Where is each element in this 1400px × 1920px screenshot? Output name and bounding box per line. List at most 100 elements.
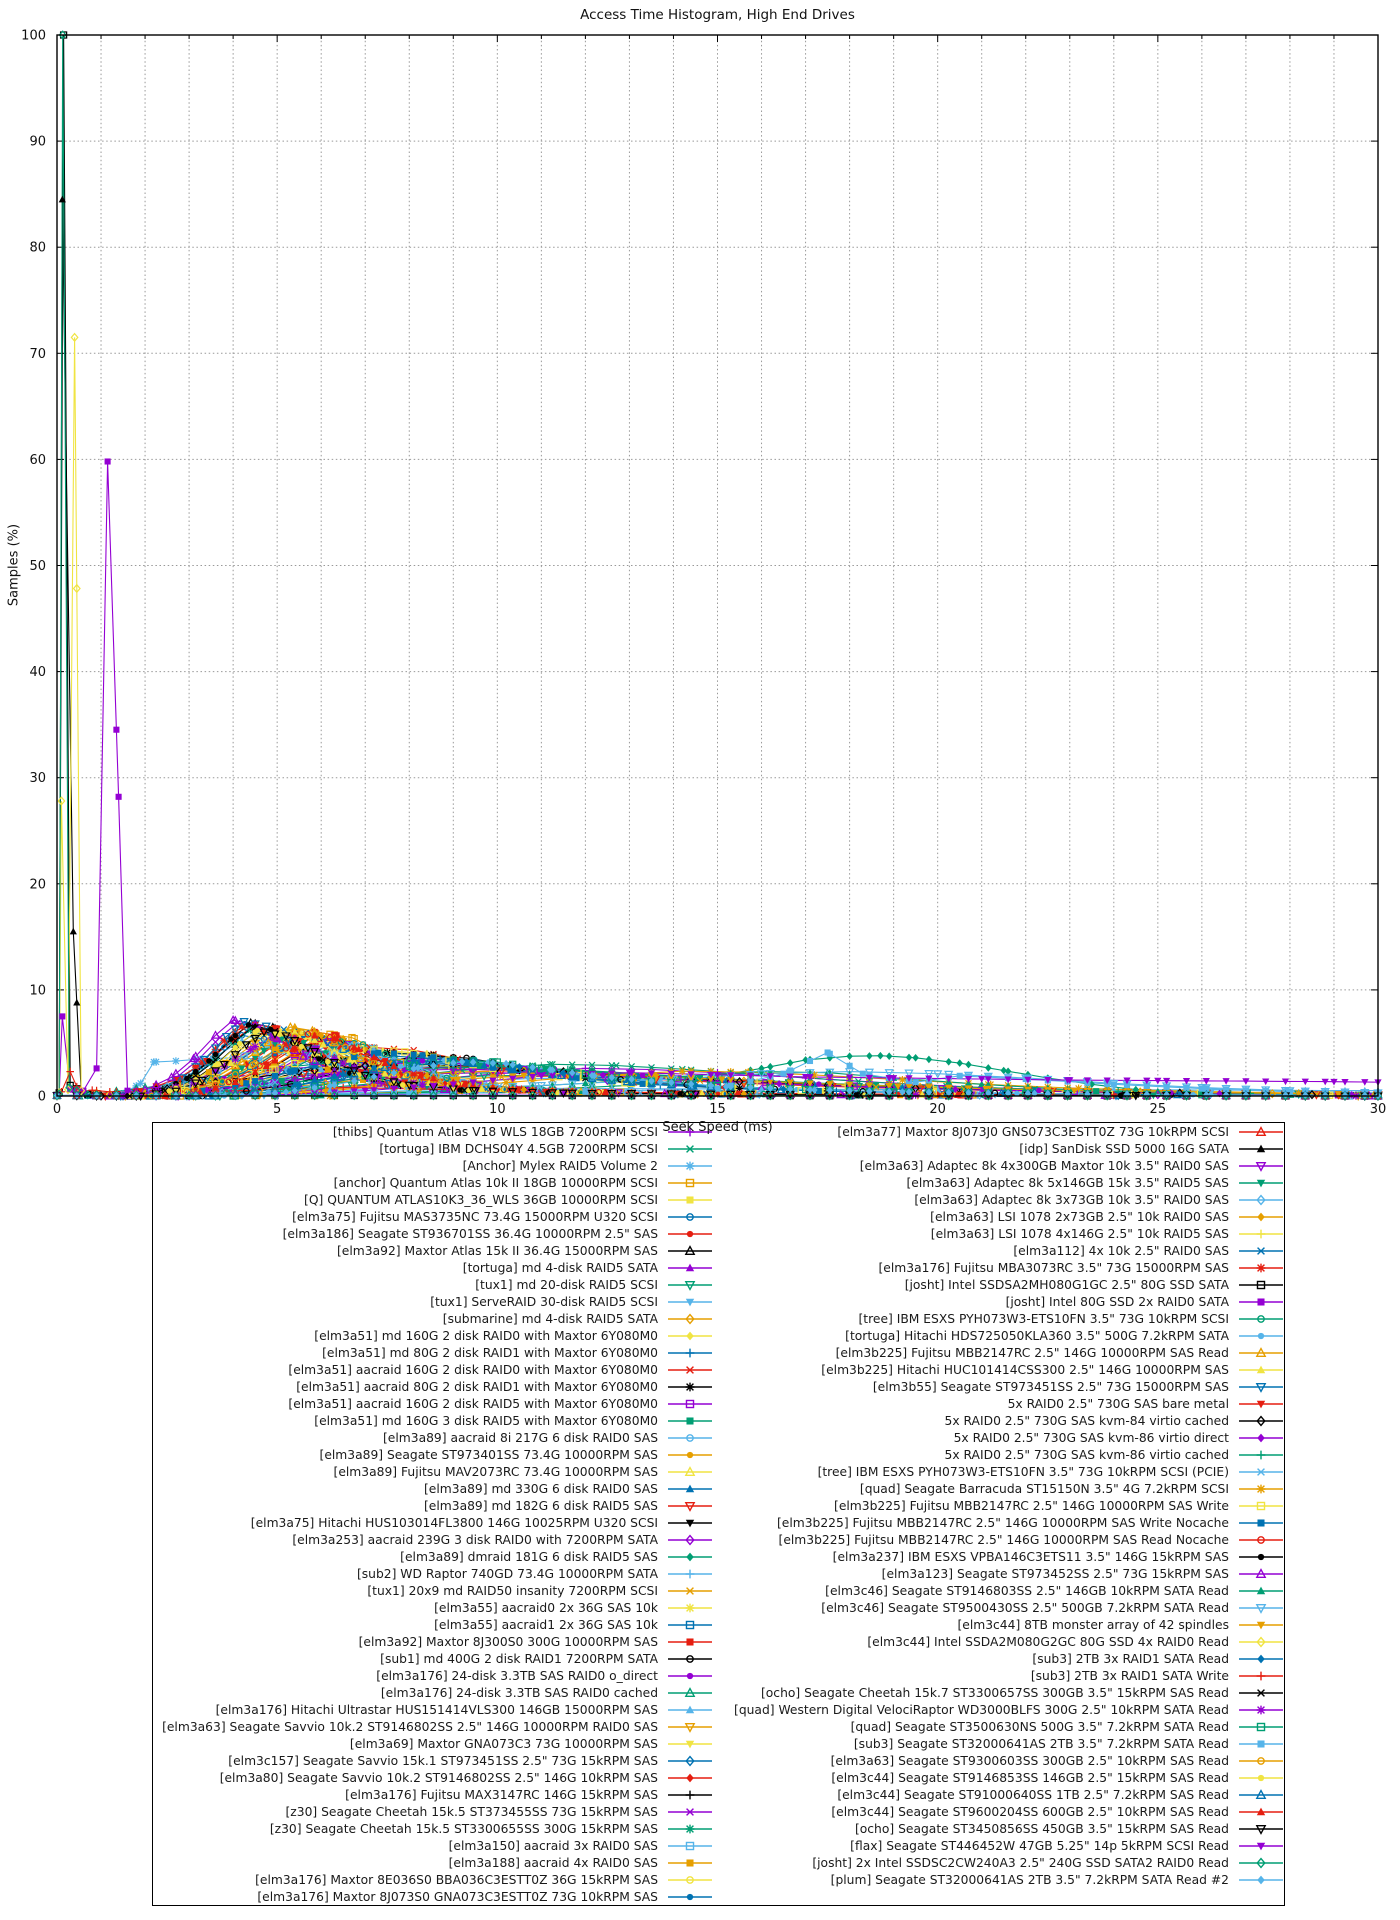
legend-sample-line (1239, 1346, 1283, 1357)
legend-item-label: [elm3c157] Seagate Savvio 15k.1 ST973451… (228, 1754, 658, 1769)
legend-item-label: [elm3a176] Maxtor 8E036S0 BBA036C3ESTT0Z… (255, 1873, 658, 1888)
legend-item-label: [sub3] 2TB 3x RAID1 SATA Read (1032, 1651, 1229, 1666)
legend-item: [tortuga] IBM DCHS04Y 4.5GB 7200RPM SCSI (153, 1140, 713, 1157)
legend-sample-line (668, 1552, 712, 1562)
legend-item: [idp] SanDisk SSD 5000 16G SATA (153, 1140, 1284, 1157)
legend-item: 5x RAID0 2.5" 730G SAS kvm-86 virtio dir… (153, 1429, 1284, 1446)
legend-item-label: 5x RAID0 2.5" 730G SAS bare metal (1007, 1396, 1229, 1411)
legend-item-label: [tux1] 20x9 md RAID50 insanity 7200RPM S… (367, 1583, 658, 1598)
legend-item: [elm3a75] Hitachi HUS103014FL3800 146G 1… (153, 1514, 713, 1531)
legend-item: [elm3a63] Seagate Savvio 10k.2 ST9146802… (153, 1719, 713, 1736)
svg-text:0: 0 (53, 1102, 61, 1117)
legend-item-label: [tortuga] Hitachi HDS725050KLA360 3.5" 5… (845, 1328, 1229, 1343)
legend-item: [ocho] Seagate ST3450856SS 450GB 3.5" 15… (153, 1821, 1284, 1838)
svg-text:10: 10 (29, 983, 46, 998)
legend-sample-line (668, 1144, 712, 1153)
legend-sample-line (1239, 1519, 1283, 1527)
legend-item-label: [elm3b225] Fujitsu MBB2147RC 2.5" 146G 1… (776, 1515, 1229, 1530)
legend-item: [elm3a55] aacraid1 2x 36G SAS 10k (153, 1616, 713, 1633)
axis-tick-labels: 0 5 10 15 20 25 30 0 10 20 30 40 50 60 70 80 90 100 (21, 29, 1386, 1118)
legend-sample-line (668, 1740, 712, 1749)
legend-item: [elm3a63] Adaptec 8k 5x146GB 15k 3.5" RA… (153, 1174, 1284, 1191)
legend-item: [quad] Seagate ST3500630NS 500G 3.5" 7.2… (153, 1719, 1284, 1736)
legend-sample-line (1239, 1654, 1283, 1664)
legend-item: [tux1] ServeRAID 30-disk RAID5 SCSI (153, 1293, 713, 1310)
legend-item: [tux1] 20x9 md RAID50 insanity 7200RPM S… (153, 1582, 713, 1599)
legend-item: [sub3] 2TB 3x RAID1 SATA Write (153, 1668, 1284, 1685)
legend-item-label: [elm3a75] Hitachi HUS103014FL3800 146G 1… (250, 1515, 658, 1530)
legend-sample-line (1239, 1382, 1283, 1393)
legend-item-label: [ocho] Seagate ST3450856SS 450GB 3.5" 15… (854, 1822, 1229, 1837)
legend-column-right: [elm3a77] Maxtor 8J073J0 GNS073C3ESTT0Z … (153, 1123, 1284, 1889)
legend-item: [elm3a51] md 160G 3 disk RAID5 with Maxt… (153, 1412, 713, 1429)
legend-item-label: [elm3c46] Seagate ST9500430SS 2.5" 500GB… (821, 1600, 1229, 1615)
legend-sample-line (1239, 1246, 1283, 1255)
legend-sample-line (1239, 1740, 1283, 1748)
legend-item-label: [elm3a51] md 80G 2 disk RAID1 with Maxto… (322, 1345, 658, 1360)
legend-item-label: [tree] IBM ESXS PYH073W3-ETS10FN 3.5" 73… (858, 1311, 1229, 1326)
legend-item: [elm3a89] Fujitsu MAV2073RC 73.4G 10000R… (153, 1463, 713, 1480)
legend-item: [tree] IBM ESXS PYH073W3-ETS10FN 3.5" 73… (153, 1463, 1284, 1480)
chart-title: Access Time Histogram, High End Drives (580, 7, 855, 23)
legend-item: [elm3c44] 8TB monster array of 42 spindl… (153, 1616, 1284, 1633)
svg-text:15: 15 (709, 1102, 726, 1117)
legend-sample-line (668, 1433, 712, 1442)
legend-item-label: [elm3a89] dmraid 181G 6 disk RAID5 SAS (400, 1549, 658, 1564)
legend-sample-line (668, 1655, 712, 1663)
legend-item: [elm3b55] Seagate ST973451SS 2.5" 73G 15… (153, 1378, 1284, 1395)
legend-item: [elm3a63] LSI 1078 2x73GB 2.5" 10k RAID0… (153, 1208, 1284, 1225)
legend-item-label: [elm3a63] Adaptec 8k 4x300GB Maxtor 10k … (859, 1158, 1229, 1173)
legend-sample-line (668, 1348, 712, 1358)
svg-text:60: 60 (29, 453, 46, 468)
legend-item-label: 5x RAID0 2.5" 730G SAS kvm-86 virtio cac… (944, 1447, 1230, 1462)
legend-sample-line (668, 1399, 712, 1408)
legend-sample-line (1239, 1263, 1283, 1273)
legend-item: [elm3a89] Seagate ST973401SS 73.4G 10000… (153, 1446, 713, 1463)
legend-item: [elm3c44] Seagate ST9600204SS 600GB 2.5"… (153, 1804, 1284, 1821)
legend-sample-line (668, 1212, 712, 1221)
legend-item-label: [elm3b225] Fujitsu MBB2147RC 2.5" 146G 1… (778, 1532, 1229, 1547)
legend-item: [elm3a176] Fujitsu MAX3147RC 146G 15kRPM… (153, 1787, 713, 1804)
legend-item-label: [josht] Intel 80G SSD 2x RAID0 SATA (1005, 1294, 1229, 1309)
legend-item: [elm3a89] md 330G 6 disk RAID0 SAS (153, 1480, 713, 1497)
legend-sample-line (668, 1705, 712, 1714)
legend-sample-line (1239, 1621, 1283, 1630)
svg-text:30: 30 (1370, 1102, 1387, 1117)
legend-item: [z30] Seagate Cheetah 15k.5 ST373455SS 7… (153, 1804, 713, 1821)
legend-sample-line (668, 1451, 712, 1458)
legend-item-label: [elm3a51] md 160G 2 disk RAID0 with Maxt… (314, 1328, 658, 1343)
legend-item-label: [ocho] Seagate Cheetah 15k.7 ST3300657SS… (760, 1686, 1229, 1701)
legend-item: [elm3a51] aacraid 160G 2 disk RAID5 with… (153, 1395, 713, 1412)
legend-item-label: [elm3a89] Fujitsu MAV2073RC 73.4G 10000R… (333, 1464, 658, 1479)
legend-item: [elm3a186] Seagate ST936701SS 36.4G 1000… (153, 1225, 713, 1242)
legend-item: [josht] Intel 80G SSD 2x RAID0 SATA (153, 1293, 1284, 1310)
legend-item-label: [z30] Seagate Cheetah 15k.5 ST3300655SS … (269, 1822, 658, 1837)
svg-text:70: 70 (29, 347, 46, 362)
legend-sample-line (1239, 1857, 1283, 1869)
legend-item-label: [elm3a63] LSI 1078 2x73GB 2.5" 10k RAID0… (930, 1209, 1229, 1224)
legend-item: [Q] QUANTUM ATLAS10K3_36_WLS 36GB 10000R… (153, 1191, 713, 1208)
legend-item: [elm3a123] Seagate ST973452SS 2.5" 73G 1… (153, 1565, 1284, 1582)
svg-text:100: 100 (21, 29, 46, 44)
legend-item-label: [elm3a63] LSI 1078 4x146G 2.5" 10k RAID5… (930, 1226, 1229, 1241)
legend-column-left: [thibs] Quantum Atlas V18 WLS 18GB 7200R… (153, 1123, 713, 1906)
legend-sample-line (668, 1298, 712, 1307)
legend-item-label: [tortuga] IBM DCHS04Y 4.5GB 7200RPM SCSI (379, 1141, 658, 1156)
legend-item-label: [elm3b55] Seagate ST973451SS 2.5" 73G 15… (872, 1379, 1229, 1394)
legend-item-label: [elm3a176] Fujitsu MBA3073RC 3.5" 73G 15… (878, 1260, 1230, 1275)
legend-item: [elm3a89] dmraid 181G 6 disk RAID5 SAS (153, 1548, 713, 1565)
legend-item-label: [elm3a51] aacraid 160G 2 disk RAID5 with… (288, 1396, 658, 1411)
legend-sample-line (668, 1519, 712, 1528)
legend-sample-line (1239, 1722, 1283, 1732)
legend-sample-line (668, 1196, 712, 1204)
svg-text:20: 20 (929, 1102, 946, 1117)
legend-item-label: [elm3c44] Seagate ST9600204SS 600GB 2.5"… (831, 1805, 1229, 1820)
legend-item-label: [elm3a176] 24-disk 3.3TB SAS RAID0 cache… (380, 1686, 658, 1701)
legend-item: [tree] IBM ESXS PYH073W3-ETS10FN 3.5" 73… (153, 1310, 1284, 1327)
legend-item-label: [elm3a92] Maxtor 8J300S0 300G 10000RPM S… (358, 1634, 658, 1649)
legend-item: [tortuga] md 4-disk RAID5 SATA (153, 1259, 713, 1276)
legend-item-label: [elm3c44] 8TB monster array of 42 spindl… (957, 1617, 1229, 1632)
legend-sample-line (668, 1755, 712, 1767)
legend-item-label: [elm3b225] Fujitsu MBB2147RC 2.5" 146G 1… (835, 1345, 1229, 1360)
legend-sample-line (668, 1230, 712, 1237)
